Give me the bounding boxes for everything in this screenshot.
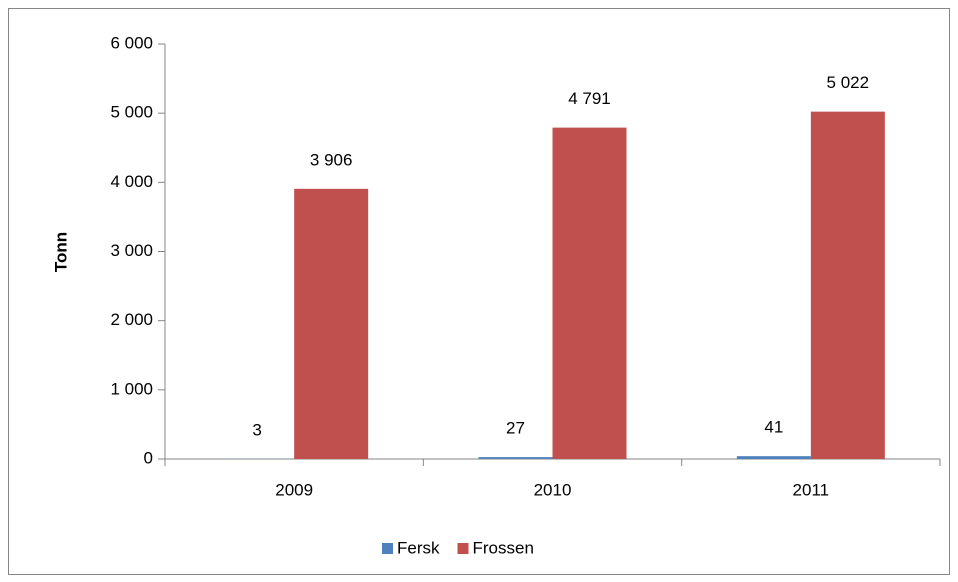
data-label: 4 791 [568, 89, 611, 108]
y-tick-label: 1 000 [110, 379, 153, 398]
y-tick-label: 6 000 [110, 33, 153, 52]
bar [478, 457, 553, 459]
legend-swatch [382, 543, 393, 554]
data-label: 3 [252, 420, 261, 439]
y-tick-label: 3 000 [110, 241, 153, 260]
y-tick-label: 2 000 [110, 310, 153, 329]
y-tick-label: 0 [144, 448, 153, 467]
data-label: 3 906 [310, 150, 353, 169]
legend-label: Frossen [473, 538, 534, 557]
bar [552, 127, 627, 459]
data-label: 41 [764, 418, 783, 437]
bar [736, 456, 811, 459]
legend-swatch [457, 543, 469, 554]
bar [294, 188, 369, 459]
data-label: 5 022 [827, 73, 870, 92]
x-tick-label: 2009 [275, 480, 313, 499]
legend-label: Fersk [397, 538, 440, 557]
bar [810, 111, 885, 460]
y-tick-label: 4 000 [110, 172, 153, 191]
x-tick-label: 2011 [793, 480, 830, 499]
y-tick-label: 5 000 [110, 103, 153, 122]
y-axis-label: Tonn [51, 232, 70, 272]
data-label: 27 [506, 419, 525, 438]
x-tick-label: 2010 [534, 480, 572, 499]
